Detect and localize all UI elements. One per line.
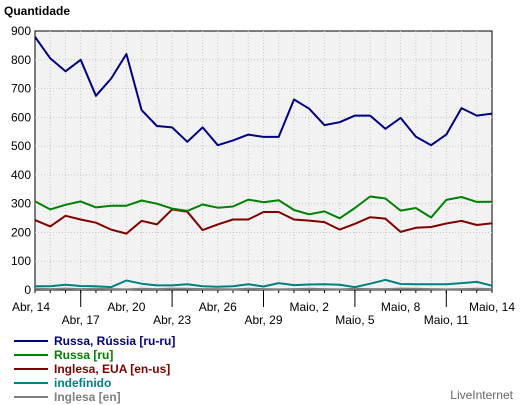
legend: Russa, Rússia [ru-ru]Russa [ru]Inglesa, … (14, 334, 175, 404)
series-line (35, 278, 493, 289)
y-axis-ticks: 0 100 200 300 400 500 600 700 800 900 (11, 24, 31, 297)
y-tick-label: 100 (11, 254, 31, 268)
y-tick-label: 0 (24, 283, 31, 297)
legend-label: Inglesa [en] (54, 390, 121, 404)
y-axis-title: Quantidade (4, 4, 70, 18)
liveinternet-branding: LiveInternet (450, 388, 513, 402)
y-tick-label: 600 (11, 110, 31, 124)
x-tick-label: Maio, 14 (469, 300, 515, 314)
series-line (34, 195, 493, 220)
legend-label: Inglesa, EUA [en-us] (54, 362, 170, 376)
x-tick-label: Maio, 11 (424, 313, 469, 327)
x-tick-label: Maio, 8 (381, 300, 421, 314)
legend-label: Russa [ru] (54, 348, 113, 362)
gridlines (35, 31, 492, 290)
x-tick-label: Abr, 23 (153, 313, 191, 327)
x-tick-label: Abr, 14 (12, 300, 50, 314)
y-tick-label: 300 (11, 197, 31, 211)
x-tick-label: Maio, 5 (335, 313, 375, 327)
x-tick-label: Abr, 29 (244, 313, 282, 327)
x-tick-label: Abr, 26 (199, 300, 237, 314)
x-tick-label: Abr, 17 (62, 313, 100, 327)
x-tick-label: Abr, 20 (107, 300, 145, 314)
series-line (34, 287, 493, 291)
y-tick-label: 700 (11, 82, 31, 96)
series-line (34, 208, 493, 235)
y-tick-label: 800 (11, 53, 31, 67)
y-tick-label: 400 (11, 168, 31, 182)
y-tick-label: 500 (11, 139, 31, 153)
legend-label: indefinido (54, 376, 111, 390)
series-line (34, 36, 493, 147)
y-tick-label: 200 (11, 225, 31, 239)
y-tick-label: 900 (11, 24, 31, 38)
x-tick-label: Maio, 2 (290, 300, 330, 314)
series-lines (34, 36, 493, 291)
x-axis-ticks: Abr, 14 Abr, 17 Abr, 20 Abr, 23 Abr, 26 Abr, … (12, 290, 515, 327)
legend-label: Russa, Rússia [ru-ru] (54, 334, 175, 348)
